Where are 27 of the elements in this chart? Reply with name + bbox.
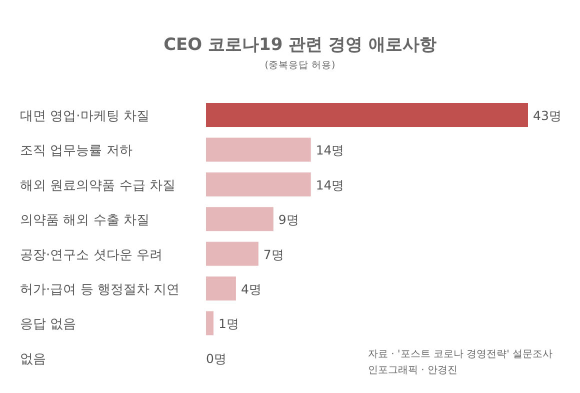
y-tick-label: 허가·급여 등 행정절차 지연 — [20, 282, 180, 298]
bar — [206, 207, 274, 232]
y-tick-label: 응답 없음 — [20, 317, 76, 332]
data-label: 14명 — [316, 142, 345, 158]
chart-title: CEO 코로나19 관련 경영 애로사항 — [164, 35, 436, 55]
chart-subtitle: (중복응답 허용) — [264, 60, 336, 71]
data-label: 43명 — [533, 108, 562, 123]
data-label: 4명 — [240, 282, 262, 296]
annotation: 인포그래픽 · 안경진 — [368, 365, 458, 376]
data-label: 9명 — [278, 212, 300, 228]
annotation: 자료 · '포스트 코로나 경영전략' 설문조사 — [368, 349, 553, 360]
y-tick-label: 공장·연구소 셧다운 우려 — [20, 248, 162, 263]
y-tick-label: 대면 영업·마케팅 차질 — [20, 109, 150, 124]
data-label: 14명 — [316, 177, 345, 192]
y-tick-label: 없음 — [20, 352, 46, 367]
bar — [206, 172, 311, 196]
y-tick-label: 의약품 해외 수출 차질 — [20, 213, 150, 228]
bar — [206, 138, 311, 162]
bar — [206, 103, 528, 127]
bar — [206, 242, 258, 266]
y-tick-label: 조직 업무능률 저하 — [20, 144, 132, 159]
data-label: 7명 — [263, 246, 284, 262]
data-label: 0명 — [206, 350, 227, 366]
bar — [206, 311, 214, 336]
bar — [206, 276, 236, 300]
y-tick-label: 해외 원료의약품 수급 차질 — [20, 178, 176, 194]
data-label: 1명 — [218, 316, 240, 332]
